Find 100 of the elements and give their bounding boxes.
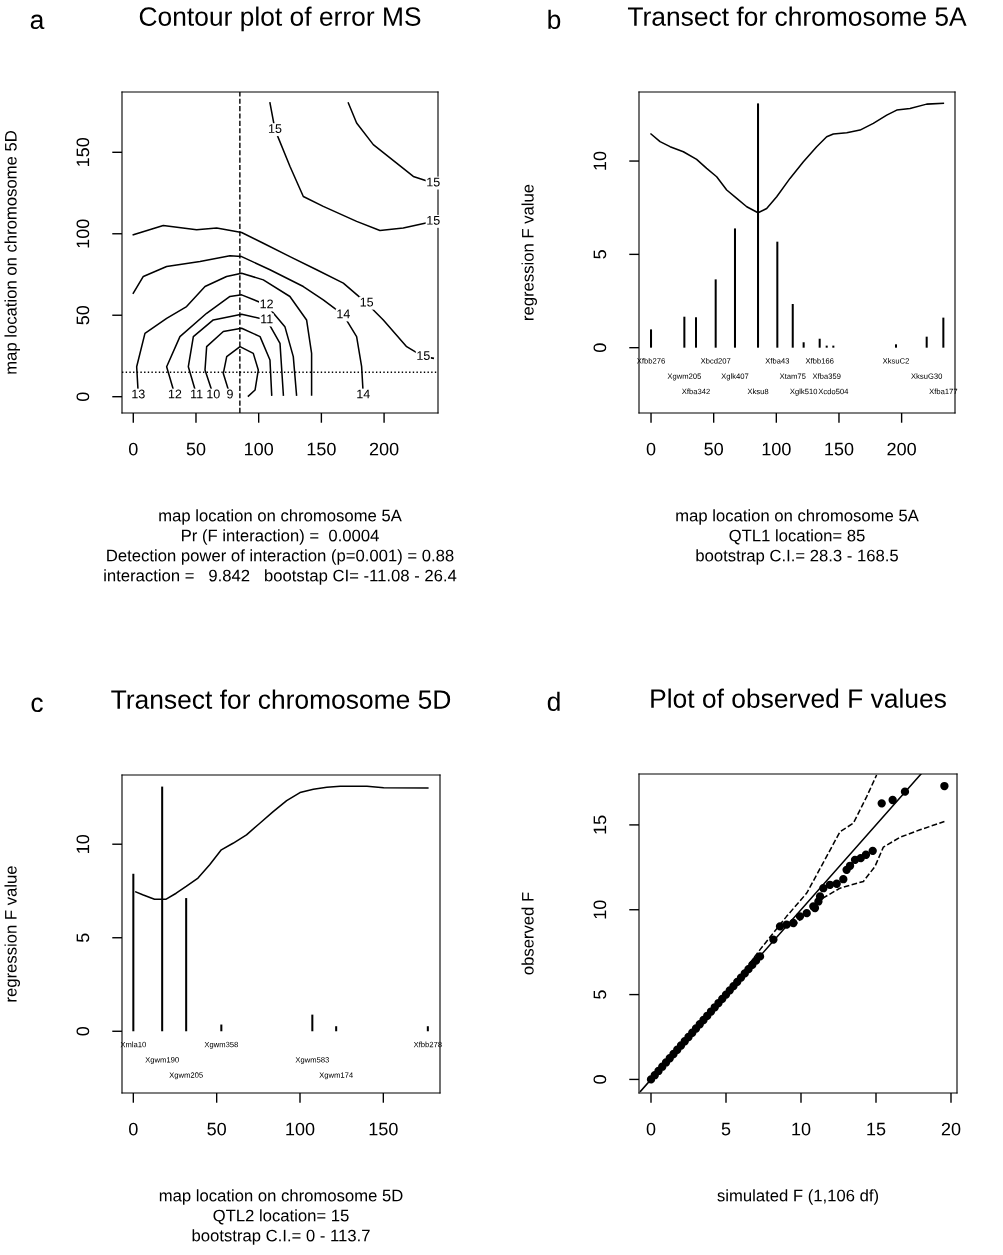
y-axis-title: regression F value [521, 184, 537, 320]
x-tick-label: 5 [721, 1122, 731, 1136]
x-tick-label: 150 [825, 442, 854, 456]
y-tick-label: 50 [76, 305, 90, 325]
bar [695, 317, 698, 348]
point [755, 952, 765, 961]
y-tick-label: 5 [76, 933, 90, 943]
bar [683, 316, 686, 348]
text: Pr (F interaction) = 0.0004 [182, 529, 379, 545]
annotation: 12 [168, 389, 182, 399]
annotation: 14 [337, 309, 350, 319]
bar [818, 338, 821, 348]
annotation: 15 [427, 216, 440, 225]
bar [942, 317, 945, 348]
bar [714, 279, 717, 348]
x-tick-label: 50 [207, 1122, 226, 1136]
y-axis-title: observed F [521, 892, 534, 975]
x-axis-title: map location on chromosome 5A [676, 509, 919, 525]
bar [335, 1026, 338, 1032]
text: bootstrap C.I.= 28.3 - 168.5 [696, 549, 898, 565]
text: QTL2 location= 15 [213, 1209, 349, 1225]
point [789, 918, 798, 928]
y-tick-label: 0 [76, 392, 90, 402]
bar [311, 1014, 314, 1032]
y-tick-label: 150 [76, 137, 90, 166]
bar [791, 304, 794, 348]
text: c [31, 697, 43, 713]
bar [185, 898, 188, 1032]
annotation: 12 [260, 299, 273, 309]
chart-title: Contour plot of error MS [139, 6, 421, 32]
text: b [548, 9, 561, 30]
x-tick-label: 150 [369, 1122, 398, 1136]
chart-title: Transect for chromosome 5A [627, 6, 967, 26]
y-tick-label: 15 [593, 815, 607, 834]
text: interaction = 9.842 bootstap CI= -11.08 - 26.4 [104, 569, 457, 585]
bar [925, 336, 928, 348]
x-tick-label: 200 [887, 442, 916, 456]
x-tick-label: 0 [646, 442, 656, 456]
annotation: 13 [132, 389, 145, 399]
annotation: 15 [417, 351, 430, 360]
annotation: 10 [207, 389, 220, 399]
annotation: 15 [427, 177, 440, 187]
point [802, 908, 811, 918]
y-tick-label: 5 [593, 990, 607, 999]
point [769, 935, 778, 944]
point [795, 912, 805, 921]
x-axis-title: map location on chromosome 5A [159, 509, 402, 525]
x-tick-label: 50 [704, 442, 724, 456]
bar [426, 1026, 429, 1032]
point [819, 884, 828, 893]
bar [802, 342, 805, 348]
bar [832, 345, 835, 348]
point [900, 787, 910, 796]
point [888, 795, 897, 805]
y-tick-label: 10 [76, 834, 90, 853]
annotation: 15 [268, 124, 282, 133]
point [832, 879, 841, 888]
x-tick-label: 100 [245, 442, 274, 456]
x-axis-title: map location on chromosome 5D [159, 1189, 403, 1205]
text: a [30, 14, 45, 30]
annotation: 9 [227, 389, 233, 399]
point [877, 799, 886, 808]
point [868, 846, 877, 856]
x-axis-title: simulated F (1,106 df) [717, 1189, 879, 1205]
annotation: 11 [261, 314, 273, 324]
annotation: 14 [357, 389, 370, 399]
x-tick-label: 0 [128, 442, 138, 456]
text: QTL1 location= 85 [729, 529, 865, 545]
y-tick-label: 0 [593, 343, 607, 352]
x-tick-label: 150 [307, 442, 336, 456]
y-tick-label: 0 [593, 1075, 607, 1084]
point [815, 892, 825, 901]
x-tick-label: 200 [369, 442, 399, 456]
x-tick-label: 0 [646, 1122, 656, 1136]
bar [650, 329, 653, 348]
bar [825, 345, 828, 348]
chart-title: Transect for chromosome 5D [111, 689, 451, 709]
x-tick-label: 20 [941, 1122, 961, 1136]
point [839, 875, 848, 884]
bar [776, 241, 779, 348]
y-tick-label: 0 [76, 1026, 90, 1036]
y-tick-label: 100 [76, 219, 90, 248]
point [940, 781, 949, 791]
y-tick-label: 10 [593, 900, 607, 919]
bar [894, 344, 897, 348]
point [861, 850, 871, 859]
annotation: 11 [191, 389, 203, 399]
y-tick-label: 10 [593, 151, 607, 170]
x-tick-label: 100 [762, 442, 791, 456]
x-tick-label: 15 [867, 1122, 886, 1136]
x-tick-label: 50 [186, 442, 206, 456]
x-tick-label: 10 [792, 1122, 811, 1136]
point [845, 861, 855, 870]
text: bootstrap C.I.= 0 - 113.7 [192, 1229, 370, 1245]
x-tick-label: 100 [286, 1122, 315, 1136]
x-tick-label: 0 [129, 1122, 138, 1136]
y-axis-title: map location on chromosome 5D [4, 131, 20, 374]
text: d [547, 691, 560, 712]
text: Detection power of interaction (p=0.001) = 0.88 [107, 549, 454, 565]
y-tick-label: 5 [593, 250, 607, 259]
